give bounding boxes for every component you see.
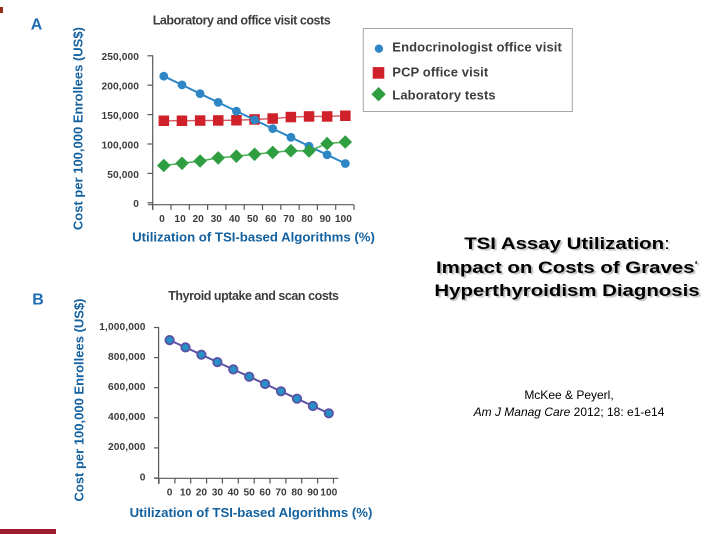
svg-text:70: 70 [283, 214, 295, 225]
svg-text:20: 20 [196, 488, 208, 499]
svg-text:200,000: 200,000 [101, 82, 139, 93]
svg-text:30: 30 [211, 214, 223, 225]
svg-text:Thyroid uptake and scan costs: Thyroid uptake and scan costs [168, 289, 339, 303]
svg-text:Utilization of TSI-based Algor: Utilization of TSI-based Algorithms (%) [132, 230, 375, 245]
svg-text:0: 0 [167, 488, 173, 499]
svg-text:60: 60 [259, 488, 271, 499]
svg-text:800,000: 800,000 [108, 352, 146, 363]
svg-text:B: B [32, 292, 44, 309]
svg-text:Cost per 100,000 Enrollees (US: Cost per 100,000 Enrollees (US$) [72, 298, 87, 501]
svg-text:250,000: 250,000 [101, 52, 139, 63]
svg-text:400,000: 400,000 [108, 412, 146, 423]
svg-text:PCP office visit: PCP office visit [392, 64, 489, 79]
svg-text:10: 10 [174, 214, 186, 225]
svg-text:60: 60 [265, 214, 277, 225]
svg-text:100: 100 [320, 488, 337, 499]
svg-text:50: 50 [244, 488, 256, 499]
svg-text:Utilization of TSI-based Algor: Utilization of TSI-based Algorithms (%) [130, 505, 373, 520]
svg-text:0: 0 [140, 472, 146, 483]
svg-text:80: 80 [291, 488, 303, 499]
svg-text:40: 40 [229, 214, 241, 225]
svg-text:A: A [31, 17, 43, 34]
svg-text:Laboratory tests: Laboratory tests [392, 88, 495, 103]
svg-text:600,000: 600,000 [108, 382, 146, 393]
svg-text:90: 90 [307, 488, 319, 499]
svg-text:0: 0 [159, 214, 165, 225]
svg-text:Endocrinologist office visit: Endocrinologist office visit [392, 40, 562, 55]
svg-text:Laboratory and office visit co: Laboratory and office visit costs [153, 13, 331, 27]
svg-text:200,000: 200,000 [108, 442, 146, 453]
svg-text:50,000: 50,000 [107, 170, 139, 181]
svg-text:150,000: 150,000 [101, 111, 139, 122]
svg-text:Cost per 100,000 Enrollees (US: Cost per 100,000 Enrollees (US$) [71, 27, 86, 230]
svg-text:1,000,000: 1,000,000 [99, 322, 145, 333]
svg-text:20: 20 [193, 214, 205, 225]
svg-text:70: 70 [275, 488, 287, 499]
svg-text:80: 80 [301, 214, 313, 225]
svg-text:90: 90 [320, 214, 332, 225]
svg-text:30: 30 [212, 488, 224, 499]
svg-text:50: 50 [247, 214, 259, 225]
svg-text:0: 0 [133, 199, 139, 210]
svg-text:40: 40 [228, 488, 240, 499]
svg-text:100,000: 100,000 [101, 140, 139, 151]
svg-text:10: 10 [180, 488, 192, 499]
svg-text:100: 100 [335, 214, 352, 225]
